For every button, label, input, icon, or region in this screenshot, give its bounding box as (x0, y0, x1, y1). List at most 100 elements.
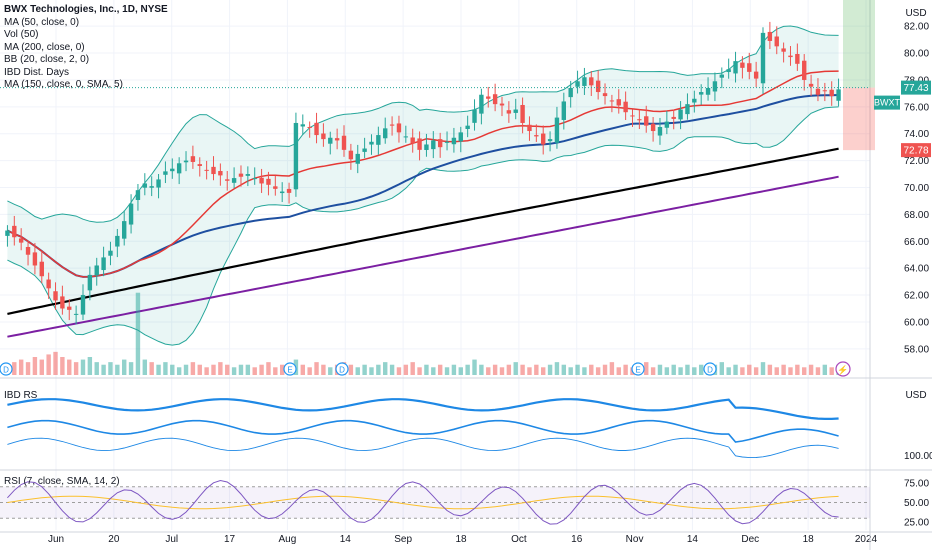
candle-body (369, 141, 374, 145)
candle-body (252, 178, 257, 180)
candle-body (403, 136, 409, 138)
indicator-ma200[interactable]: MA (200, close, 0) (4, 41, 85, 53)
volume-bar (788, 367, 793, 375)
rsi-pane-title[interactable]: RSI (7, close, SMA, 14, 2) (4, 476, 120, 487)
volume-bar (170, 364, 175, 375)
candle-body (472, 109, 477, 123)
candle-body (692, 98, 697, 103)
candle-body (5, 230, 10, 236)
candle-body (458, 132, 463, 142)
candle-body (410, 137, 415, 144)
volume-bar (122, 359, 127, 375)
candle-body (781, 48, 786, 52)
lightning-glyph: ⚡ (837, 364, 848, 376)
candle-body (808, 83, 814, 87)
candle-body (266, 178, 271, 185)
indicator-vol[interactable]: Vol (50) (4, 29, 39, 40)
volume-bar (245, 364, 251, 375)
indicator-ibd-dist[interactable]: IBD Dist. Days (4, 66, 70, 78)
candle-body (321, 133, 326, 140)
volume-bar (369, 367, 374, 375)
candle-body (499, 103, 505, 106)
candle-body (657, 127, 663, 136)
candle-body (437, 139, 443, 148)
volume-bar (225, 364, 230, 375)
candle-body (767, 31, 773, 41)
candle-body (87, 274, 93, 291)
time-tick-label: Nov (626, 534, 644, 545)
candle-body (183, 160, 189, 163)
candle-body (822, 90, 828, 92)
volume-bar (602, 364, 608, 375)
volume-bar (238, 364, 244, 375)
event-marker-label: D (339, 366, 345, 375)
candle-body (293, 122, 299, 190)
rsi-tick-label: 50.00 (904, 498, 929, 509)
indicator-ma50[interactable]: MA (50, close, 0) (4, 16, 80, 28)
event-marker (0, 362, 13, 376)
indicator-legend: BWX Technologies, Inc., 1D, NYSE MA (50,… (4, 4, 168, 92)
candle-body (108, 250, 113, 256)
currency-label-rs: USD (905, 390, 926, 401)
last-price-label: 77.43 (903, 83, 928, 94)
candle-body (513, 109, 518, 113)
candle-body (307, 126, 312, 128)
volume-bar (568, 367, 573, 375)
candle-body (362, 148, 367, 152)
bollinger-upper (7, 25, 839, 223)
volume-bar (616, 367, 621, 375)
candle-body (67, 306, 72, 310)
volume-bar (733, 364, 738, 375)
candle-body (719, 74, 724, 78)
candle-body (259, 177, 264, 184)
volume-bar (767, 364, 773, 375)
indicator-bb[interactable]: BB (20, close, 2, 0) (4, 54, 90, 65)
candle-body (637, 119, 642, 121)
candle-body (273, 186, 278, 189)
candle-body (170, 168, 175, 172)
price-tick-label: 76.00 (904, 102, 929, 113)
volume-bar (355, 367, 360, 375)
time-tick-label: 18 (455, 534, 467, 545)
price-tick-label: 68.00 (904, 210, 929, 221)
volume-bar (499, 367, 505, 375)
candle-body (712, 81, 718, 92)
rsi-line (7, 479, 839, 525)
time-tick-label: Sep (394, 534, 412, 545)
time-tick-label: 20 (108, 534, 120, 545)
candle-body (73, 313, 79, 315)
candle-body (18, 238, 24, 243)
stop-price-badge (901, 143, 931, 158)
symbol-title[interactable]: BWX Technologies, Inc., 1D, NYSE (4, 4, 168, 15)
volume-bar (760, 362, 766, 375)
volume-bar (554, 362, 560, 375)
ticker-badge-label: BWXT (874, 98, 901, 108)
ma150-line (7, 147, 839, 315)
candle-body (760, 32, 766, 84)
candle-body (218, 170, 223, 176)
bollinger-lower (7, 106, 839, 346)
candle-body (444, 141, 450, 143)
volume-bar (252, 367, 257, 375)
profit-zone (843, 0, 875, 88)
candle-body (740, 62, 745, 68)
rs-line-low (7, 437, 839, 459)
volume-bar (747, 364, 752, 375)
volume-bar (259, 364, 264, 375)
time-tick-label: 14 (687, 534, 699, 545)
volume-bar (142, 359, 148, 375)
candle-body (774, 36, 779, 47)
bollinger-fill (7, 26, 839, 346)
candle-body (602, 93, 608, 97)
candle-body (836, 89, 841, 101)
rs-pane-title[interactable]: IBD RS (4, 390, 38, 401)
volume-bar (231, 367, 237, 375)
volume-bar (156, 364, 161, 375)
volume-bar (465, 364, 470, 375)
candle-body (135, 190, 141, 200)
volume-bar (671, 364, 676, 375)
candle-body (575, 81, 580, 87)
volume-bar (73, 362, 79, 375)
indicator-ma150[interactable]: MA (150, close, 0, SMA, 5) (4, 79, 123, 90)
